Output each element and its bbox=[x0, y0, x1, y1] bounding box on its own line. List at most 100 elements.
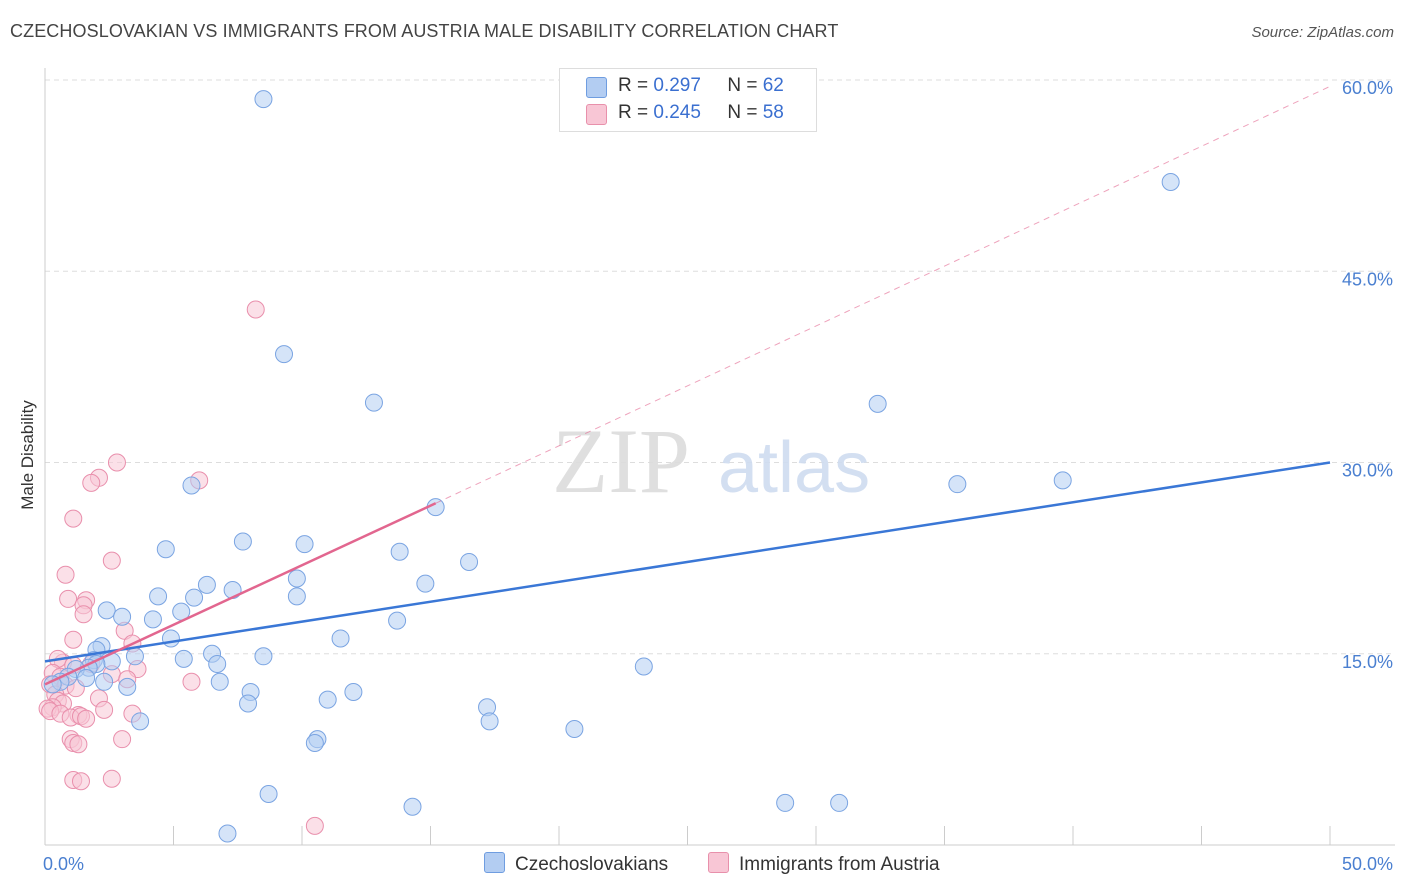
data-point-czechoslovakian bbox=[287, 569, 306, 588]
legend-n-label: N = bbox=[727, 75, 758, 96]
bottom-legend-swatch-pink bbox=[708, 852, 729, 873]
legend-swatch-pink bbox=[586, 104, 607, 125]
data-point-czechoslovakian bbox=[125, 647, 144, 666]
data-point-austria bbox=[182, 672, 201, 691]
data-point-austria bbox=[107, 453, 126, 472]
legend-n-label: N = bbox=[727, 102, 758, 123]
stats-legend: R = 0.297 N = 62 R = 0.245 N = 58 bbox=[559, 68, 817, 132]
series-austria-points bbox=[38, 300, 324, 835]
axes bbox=[44, 68, 1395, 846]
data-point-austria bbox=[82, 473, 101, 492]
series-czechoslovakian-points bbox=[43, 90, 1180, 843]
bottom-legend-austria: Immigrants from Austria bbox=[708, 852, 940, 876]
data-point-czechoslovakian bbox=[239, 694, 258, 713]
data-point-czechoslovakian bbox=[305, 734, 324, 752]
data-point-austria bbox=[102, 551, 121, 570]
data-point-austria bbox=[95, 700, 114, 719]
data-point-czechoslovakian bbox=[118, 677, 137, 696]
data-point-czechoslovakian bbox=[331, 629, 350, 648]
data-point-austria bbox=[71, 772, 90, 791]
data-point-austria bbox=[113, 730, 132, 749]
data-point-austria bbox=[74, 605, 93, 624]
data-point-austria bbox=[64, 630, 83, 649]
trend-lines bbox=[44, 85, 1331, 686]
legend-r-label: R = bbox=[618, 75, 649, 96]
data-point-czechoslovakian bbox=[254, 90, 273, 109]
tick-labels: 15.0% 30.0% 45.0% 60.0% 0.0% 50.0% bbox=[43, 78, 1393, 874]
data-point-czechoslovakian bbox=[460, 552, 479, 571]
trend-line-austria bbox=[44, 502, 437, 686]
data-point-czechoslovakian bbox=[197, 575, 216, 594]
data-point-czechoslovakian bbox=[113, 607, 132, 626]
legend-n-value: 62 bbox=[762, 75, 784, 96]
y-tick-label: 30.0% bbox=[1342, 461, 1393, 481]
data-point-austria bbox=[102, 769, 121, 788]
data-point-czechoslovakian bbox=[388, 611, 407, 630]
data-point-czechoslovakian bbox=[403, 797, 422, 816]
gridlines bbox=[45, 79, 1395, 655]
data-point-czechoslovakian bbox=[295, 535, 314, 554]
y-tick-label: 60.0% bbox=[1342, 78, 1393, 98]
data-point-czechoslovakian bbox=[1161, 173, 1180, 191]
data-point-czechoslovakian bbox=[210, 672, 229, 691]
data-point-czechoslovakian bbox=[776, 793, 795, 812]
data-point-czechoslovakian bbox=[416, 574, 435, 593]
legend-swatch-blue bbox=[586, 77, 607, 98]
data-point-austria bbox=[69, 735, 88, 754]
watermark-zip: ZIP bbox=[552, 410, 690, 512]
data-point-czechoslovakian bbox=[156, 540, 175, 559]
trend-line-austria bbox=[435, 85, 1331, 504]
data-point-austria bbox=[305, 816, 324, 835]
legend-n-value: 58 bbox=[762, 102, 784, 123]
data-point-czechoslovakian bbox=[208, 654, 227, 673]
watermark: ZIP atlas bbox=[552, 410, 870, 512]
data-point-czechoslovakian bbox=[318, 690, 337, 709]
data-point-czechoslovakian bbox=[233, 532, 252, 551]
data-point-czechoslovakian bbox=[185, 588, 204, 607]
bottom-legend-czechoslovakians: Czechoslovakians bbox=[484, 852, 668, 876]
data-point-czechoslovakian bbox=[95, 672, 114, 691]
data-point-czechoslovakian bbox=[259, 785, 278, 803]
data-point-czechoslovakian bbox=[390, 542, 409, 561]
data-point-austria bbox=[56, 565, 75, 584]
data-point-czechoslovakian bbox=[344, 683, 363, 701]
data-point-czechoslovakian bbox=[97, 601, 116, 620]
data-point-austria bbox=[77, 709, 96, 728]
data-point-czechoslovakian bbox=[174, 649, 193, 668]
data-point-czechoslovakian bbox=[182, 476, 201, 495]
data-point-czechoslovakian bbox=[77, 668, 96, 687]
watermark-atlas: atlas bbox=[718, 428, 870, 508]
data-point-austria bbox=[246, 300, 265, 319]
legend-r-value: 0.245 bbox=[653, 102, 701, 123]
data-point-czechoslovakian bbox=[565, 719, 584, 738]
x-tick-label: 50.0% bbox=[1342, 854, 1393, 874]
y-tick-label: 15.0% bbox=[1342, 652, 1393, 672]
data-point-czechoslovakian bbox=[149, 587, 168, 606]
bottom-legend-label: Immigrants from Austria bbox=[739, 854, 940, 875]
data-point-czechoslovakian bbox=[218, 824, 237, 843]
data-point-czechoslovakian bbox=[287, 587, 306, 606]
trend-line-czechoslovakian bbox=[44, 461, 1331, 663]
data-point-czechoslovakian bbox=[131, 712, 150, 731]
legend-r-value: 0.297 bbox=[653, 75, 701, 96]
chart-title: CZECHOSLOVAKIAN VS IMMIGRANTS FROM AUSTR… bbox=[10, 21, 839, 41]
data-point-czechoslovakian bbox=[634, 657, 653, 676]
data-point-austria bbox=[59, 589, 78, 608]
bottom-legend-label: Czechoslovakians bbox=[515, 854, 669, 875]
data-point-czechoslovakian bbox=[275, 345, 294, 364]
data-point-czechoslovakian bbox=[868, 394, 887, 413]
data-point-czechoslovakian bbox=[161, 629, 180, 648]
data-point-austria bbox=[64, 509, 83, 528]
source-note: Source: ZipAtlas.com bbox=[1251, 24, 1394, 41]
data-point-czechoslovakian bbox=[480, 712, 499, 731]
data-point-czechoslovakian bbox=[364, 393, 383, 412]
data-point-czechoslovakian bbox=[254, 647, 273, 666]
legend-r-label: R = bbox=[618, 102, 649, 123]
bottom-legend-swatch-blue bbox=[484, 852, 505, 873]
data-point-czechoslovakian bbox=[948, 475, 967, 494]
data-point-czechoslovakian bbox=[143, 610, 162, 629]
x-tick-label: 0.0% bbox=[43, 854, 84, 874]
data-point-czechoslovakian bbox=[1053, 471, 1072, 490]
data-point-czechoslovakian bbox=[830, 793, 849, 812]
